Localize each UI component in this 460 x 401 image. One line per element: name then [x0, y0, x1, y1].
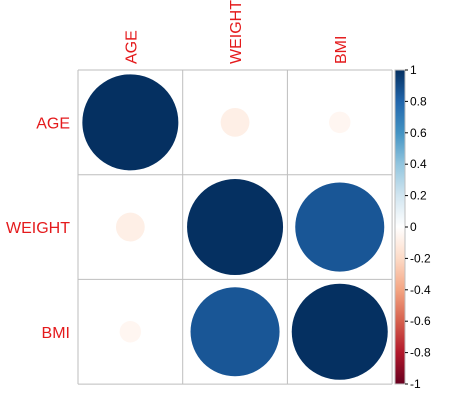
colorbar-tick-label: 0.4 — [410, 157, 427, 171]
colorbar-tick-label: -0.2 — [410, 251, 431, 265]
corr-circle-bmi-age — [119, 321, 142, 343]
corr-circle-bmi-bmi — [291, 283, 388, 380]
col-label-weight: WEIGHT — [228, 0, 245, 64]
col-label-age: AGE — [123, 30, 140, 64]
colorbar-tick-label: -0.8 — [410, 346, 431, 360]
corr-circle-bmi-weight — [190, 287, 280, 377]
corr-circle-age-age — [82, 74, 179, 171]
colorbar — [394, 69, 406, 385]
corr-circle-weight-bmi — [295, 182, 385, 272]
colorbar-tick-label: -0.4 — [410, 283, 431, 297]
corr-circle-age-weight — [220, 107, 250, 137]
correlation-circles — [82, 74, 388, 380]
colorbar-tick-label: 0.6 — [410, 126, 427, 140]
colorbar-tick-label: 0 — [410, 220, 417, 234]
color-legend: 1 0.8 0.6 0.4 0.2 0 -0.2 -0.4 -0.6 -0.8 -1 — [394, 63, 431, 391]
row-label-weight: WEIGHT — [6, 220, 70, 237]
colorbar-tick-label: 1 — [410, 63, 417, 77]
colorbar-tick-label: 0.8 — [410, 94, 427, 108]
colorbar-tick-label: -0.6 — [410, 314, 431, 328]
correlation-grid — [77, 69, 393, 385]
row-label-bmi: BMI — [42, 325, 70, 342]
colorbar-tick-label: -1 — [410, 377, 421, 391]
corr-circle-weight-age — [115, 212, 145, 242]
colorbar-tick-label: 0.2 — [410, 189, 427, 203]
corr-circle-age-bmi — [329, 111, 351, 134]
corr-circle-weight-weight — [187, 179, 284, 276]
row-label-age: AGE — [36, 115, 70, 132]
variable-labels: AGE WEIGHT BMI AGE WEIGHT BMI — [6, 0, 350, 342]
col-label-bmi: BMI — [333, 36, 350, 64]
